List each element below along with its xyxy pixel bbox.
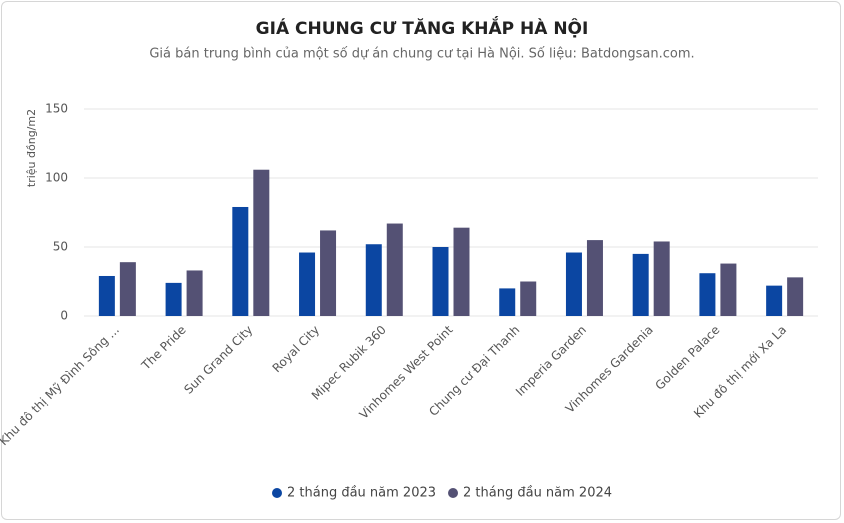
chart-subtitle: Giá bán trung bình của một số dự án chun… — [149, 47, 694, 62]
x-tick-label: Royal City — [270, 323, 323, 376]
bar — [320, 230, 337, 316]
y-tick-label: 100 — [45, 171, 68, 185]
bar — [632, 253, 649, 316]
bar — [98, 275, 115, 316]
y-tick-label: 0 — [60, 309, 68, 323]
legend-label: 2 tháng đầu năm 2024 — [463, 486, 612, 501]
bar — [720, 263, 737, 316]
bar — [499, 288, 516, 316]
bar — [787, 277, 804, 316]
bar — [766, 285, 783, 316]
legend-label: 2 tháng đầu năm 2023 — [287, 486, 436, 501]
bar — [365, 244, 382, 316]
x-tick-label: Imperia Garden — [513, 323, 589, 399]
legend-marker — [272, 488, 282, 498]
y-axis-label: triệu đồng/m2 — [25, 109, 38, 187]
bar — [186, 270, 203, 316]
bar — [586, 240, 603, 316]
bar — [453, 227, 470, 316]
bar — [653, 241, 670, 316]
bar — [165, 282, 182, 316]
x-tick-label: The Pride — [138, 323, 189, 374]
bar — [565, 252, 582, 316]
x-tick-label: Sun Grand City — [181, 323, 255, 397]
bar — [520, 281, 537, 316]
chart-title: GIÁ CHUNG CƯ TĂNG KHẮP HÀ NỘI — [256, 15, 589, 39]
x-tick-label: Golden Palace — [652, 323, 722, 393]
bar — [432, 247, 449, 316]
bar — [386, 223, 403, 316]
y-tick-label: 50 — [53, 240, 68, 254]
y-tick-label: 150 — [45, 102, 68, 116]
legend-marker — [448, 488, 459, 498]
bar — [299, 252, 316, 316]
bar — [119, 262, 136, 316]
bar — [232, 206, 249, 316]
bar — [699, 273, 716, 316]
bar — [253, 169, 270, 316]
x-tick-label: Khu đô thị Mỹ Đình Sông ... — [0, 323, 122, 449]
